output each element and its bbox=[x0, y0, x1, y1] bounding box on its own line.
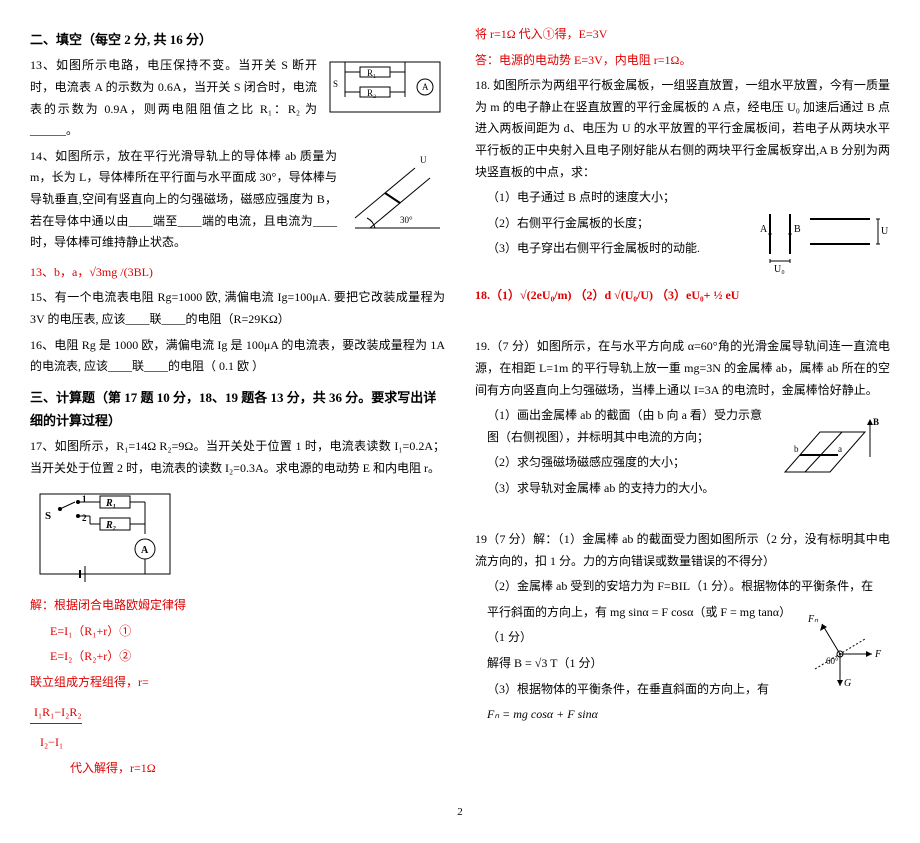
b-field-label: B bbox=[873, 417, 879, 427]
q16-text: 16、电阻 Rg 是 1000 欧，满偏电流 Ig 是 100μA 的电流表，要… bbox=[30, 338, 445, 374]
section-2-head: 二、填空（每空 2 分, 共 16 分） bbox=[30, 28, 445, 51]
q18: 18. 如图所示为两组平行板金属板，一组竖直放置，一组水平放置，今有一质量为 m… bbox=[475, 75, 890, 183]
sol17-head: 解：根据闭合电路欧姆定律得 bbox=[30, 595, 445, 617]
answer-18: 18.（1）√(2eU₀/m) （2）d √(U₀/U) （3）eU₀+ ½ e… bbox=[475, 285, 890, 307]
a-label: A bbox=[141, 545, 149, 556]
page-number: 2 bbox=[30, 803, 890, 823]
q16: 16、电阻 Rg 是 1000 欧，满偏电流 Ig 是 100μA 的电流表，要… bbox=[30, 335, 445, 378]
q17: 17、如图所示，R₁=14Ω R₂=9Ω。当开关处于位置 1 时，电流表读数 I… bbox=[30, 436, 445, 479]
q13: R₁ R₂ S A 13、如图所示电路，电压保持不变。当开关 S 断开时，电流表… bbox=[30, 55, 445, 141]
rail-19-figure: a b B bbox=[770, 407, 890, 487]
r2-label: R₂ bbox=[105, 520, 116, 531]
a-label: a bbox=[838, 444, 842, 454]
plates-18-figure: A B U₀ U bbox=[750, 189, 890, 279]
right-column: 将 r=1Ω 代入①得，E=3V 答：电源的电动势 E=3V，内电阻 r=1Ω。… bbox=[475, 20, 890, 783]
cont17-l1: 将 r=1Ω 代入①得，E=3V bbox=[475, 24, 890, 46]
u0-label: U₀ bbox=[774, 264, 785, 275]
u-label: U bbox=[420, 155, 427, 165]
force-19-figure: Fₙ F G 60° bbox=[800, 604, 890, 694]
s-label: S bbox=[333, 79, 338, 89]
q19-text: 19.（7 分）如图所示，在与水平方向成 α=60°角的光滑金属导轨间连一直流电… bbox=[475, 339, 890, 396]
ang-label: 30° bbox=[400, 215, 413, 225]
pos2-label: 2 bbox=[82, 513, 87, 523]
cont17-l2: 答：电源的电动势 E=3V，内电阻 r=1Ω。 bbox=[475, 50, 890, 72]
sol17-l5: I₁R₁−I₂R₂ bbox=[30, 702, 82, 725]
sol19-l6: Fₙ = mg cosα + F sinα bbox=[475, 704, 890, 726]
s-label: S bbox=[45, 510, 51, 522]
r1-label: R₁ bbox=[105, 498, 116, 509]
g-label: G bbox=[844, 678, 851, 689]
q17-text: 17、如图所示，R₁=14Ω R₂=9Ω。当开关处于位置 1 时，电流表读数 I… bbox=[30, 439, 445, 475]
a-label: A bbox=[422, 82, 429, 92]
sol17-l6: I₂−I₁ bbox=[30, 732, 445, 754]
u-label: U bbox=[881, 226, 889, 237]
a-label: A bbox=[760, 224, 768, 235]
q15: 15、有一个电流表电阻 Rg=1000 欧, 满偏电流 Ig=100μA. 要把… bbox=[30, 287, 445, 330]
q14-text: 14、如图所示，放在平行光滑导轨上的导体棒 ab 质量为 m，长为 L，导体棒所… bbox=[30, 149, 337, 249]
r2-label: R₂ bbox=[367, 88, 376, 98]
ang-label: 60° bbox=[826, 656, 839, 666]
sol17-l7: 代入解得，r=1Ω bbox=[30, 758, 445, 780]
rail-14-figure: U 30° bbox=[345, 148, 445, 238]
circuit-13-figure: R₁ R₂ S A bbox=[325, 57, 445, 117]
q15-text: 15、有一个电流表电阻 Rg=1000 欧, 满偏电流 Ig=100μA. 要把… bbox=[30, 290, 445, 326]
q19: 19.（7 分）如图所示，在与水平方向成 α=60°角的光滑金属导轨间连一直流电… bbox=[475, 336, 890, 401]
section-3-head: 三、计算题（第 17 题 10 分，18、19 题各 13 分，共 36 分。要… bbox=[30, 386, 445, 433]
q14: U 30° 14、如图所示，放在平行光滑导轨上的导体棒 ab 质量为 m，长为 … bbox=[30, 146, 445, 254]
sol17-l2: E=I₁（R₁+r）① bbox=[30, 621, 445, 643]
circuit-17-figure: S 1 2 R₁ R₂ A bbox=[30, 484, 180, 584]
fn-label: Fₙ bbox=[807, 614, 819, 625]
b-label: B bbox=[794, 224, 801, 235]
sol19-head: 19（7 分）解：（1）金属棒 ab 的截面受力图如图所示（2 分，没有标明其中… bbox=[475, 529, 890, 572]
left-column: 二、填空（每空 2 分, 共 16 分） R₁ R₂ S A 13、如图所示电路… bbox=[30, 20, 445, 783]
page-body: 二、填空（每空 2 分, 共 16 分） R₁ R₂ S A 13、如图所示电路… bbox=[30, 20, 890, 783]
b-label: b bbox=[794, 444, 799, 454]
answer-13-14: 13、b，a，√3mg /(3BL) bbox=[30, 262, 445, 284]
q18-text: 18. 如图所示为两组平行板金属板，一组竖直放置，一组水平放置，今有一质量为 m… bbox=[475, 78, 890, 178]
q13-text: 13、如图所示电路，电压保持不变。当开关 S 断开时，电流表 A 的示数为 0.… bbox=[30, 58, 317, 137]
r1-label: R₁ bbox=[367, 68, 376, 78]
f-label: F bbox=[874, 649, 882, 660]
sol19-l1: （2）金属棒 ab 受到的安培力为 F=BIL（1 分）。根据物体的平衡条件，在 bbox=[475, 576, 890, 598]
sol17-l4: 联立组成方程组得，r= bbox=[30, 672, 445, 694]
